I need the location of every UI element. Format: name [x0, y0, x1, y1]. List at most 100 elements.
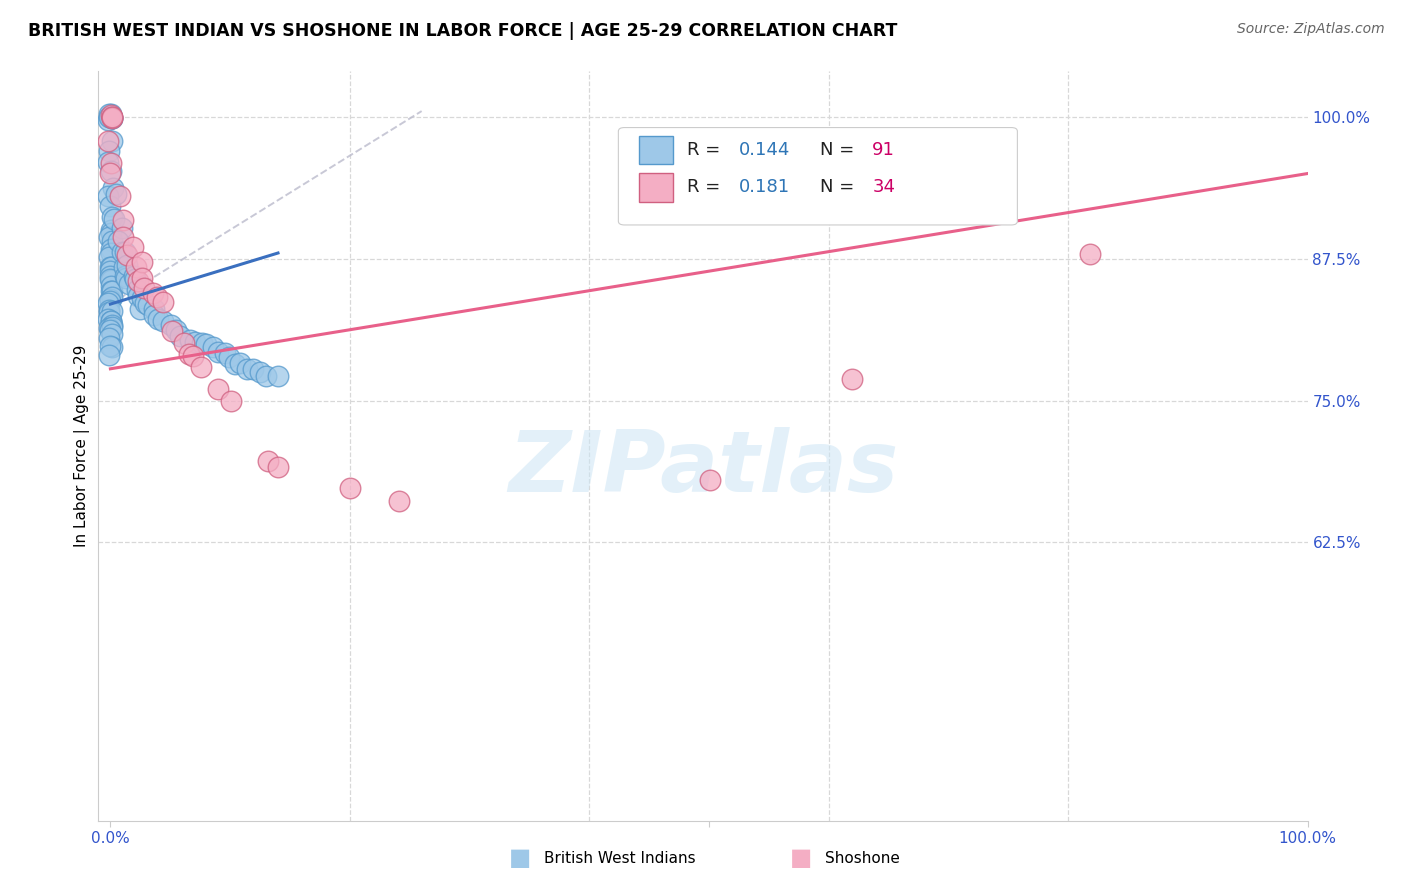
Point — [100, 111, 122, 125]
Point — [194, 337, 217, 351]
Point — [224, 357, 246, 371]
Point — [214, 346, 236, 360]
Point — [97, 311, 120, 326]
Point — [111, 244, 134, 259]
Point — [101, 304, 124, 318]
Point — [97, 251, 120, 265]
Point — [110, 220, 132, 235]
Point — [124, 272, 146, 286]
Point — [699, 473, 721, 487]
Point — [100, 272, 122, 286]
Point — [98, 339, 121, 353]
Point — [100, 292, 122, 306]
Text: 0.144: 0.144 — [740, 141, 790, 159]
Point — [97, 305, 120, 319]
Point — [160, 324, 183, 338]
Point — [100, 227, 122, 241]
Point — [108, 189, 131, 203]
Point — [191, 336, 214, 351]
Point — [131, 271, 153, 285]
Point — [136, 297, 159, 311]
Point — [122, 240, 145, 254]
Point — [142, 286, 165, 301]
Point — [98, 166, 121, 180]
Point — [100, 106, 122, 120]
Point — [173, 336, 195, 351]
Point — [98, 302, 121, 317]
Text: British West Indians: British West Indians — [544, 851, 696, 865]
Point — [242, 362, 264, 376]
Point — [101, 110, 124, 124]
Point — [101, 234, 124, 248]
Point — [97, 320, 120, 334]
Text: Shoshone: Shoshone — [825, 851, 900, 865]
Point — [160, 318, 183, 332]
Point — [219, 393, 242, 408]
Point — [127, 289, 149, 303]
Point — [152, 314, 174, 328]
Y-axis label: In Labor Force | Age 25-29: In Labor Force | Age 25-29 — [75, 345, 90, 547]
Point — [841, 372, 863, 386]
Point — [100, 278, 122, 293]
Point — [100, 313, 122, 327]
Point — [114, 260, 136, 274]
Point — [100, 111, 122, 125]
Point — [101, 340, 124, 354]
Point — [201, 340, 224, 354]
Text: ■: ■ — [790, 847, 813, 870]
Point — [387, 494, 409, 508]
Point — [97, 144, 120, 158]
Point — [103, 211, 125, 226]
Point — [101, 318, 124, 333]
Point — [104, 187, 127, 202]
Text: R =: R = — [688, 178, 727, 196]
Point — [100, 260, 122, 275]
Text: BRITISH WEST INDIAN VS SHOSHONE IN LABOR FORCE | AGE 25-29 CORRELATION CHART: BRITISH WEST INDIAN VS SHOSHONE IN LABOR… — [28, 22, 897, 40]
Point — [142, 301, 165, 316]
Point — [267, 368, 290, 383]
Point — [98, 260, 121, 274]
Point — [249, 365, 271, 379]
Point — [169, 328, 191, 343]
FancyBboxPatch shape — [619, 128, 1018, 225]
Point — [101, 320, 124, 334]
Point — [98, 331, 121, 345]
Text: Source: ZipAtlas.com: Source: ZipAtlas.com — [1237, 22, 1385, 37]
Text: ■: ■ — [509, 847, 531, 870]
Point — [125, 260, 148, 274]
Point — [100, 242, 122, 256]
Text: R =: R = — [688, 141, 727, 159]
Point — [100, 314, 122, 328]
Point — [177, 347, 200, 361]
Text: 34: 34 — [872, 178, 896, 196]
Point — [112, 229, 135, 244]
Point — [97, 110, 120, 124]
Point — [101, 211, 124, 225]
Point — [98, 264, 121, 278]
Point — [118, 277, 141, 291]
Point — [98, 293, 121, 308]
Point — [254, 368, 277, 383]
Point — [97, 348, 120, 362]
Point — [98, 230, 121, 244]
Point — [142, 308, 165, 322]
Point — [127, 283, 149, 297]
Text: 0.181: 0.181 — [740, 178, 790, 196]
Point — [115, 271, 138, 285]
Point — [146, 289, 169, 303]
Point — [100, 164, 122, 178]
Point — [100, 285, 122, 299]
Text: N =: N = — [820, 141, 860, 159]
Point — [134, 281, 156, 295]
Point — [207, 345, 229, 359]
Point — [100, 108, 122, 122]
Point — [97, 112, 120, 127]
Point — [114, 269, 136, 284]
Point — [97, 189, 120, 203]
Point — [184, 334, 207, 349]
Point — [131, 291, 153, 305]
Point — [229, 355, 252, 369]
Point — [131, 255, 153, 269]
Point — [112, 213, 135, 227]
Point — [236, 361, 259, 376]
